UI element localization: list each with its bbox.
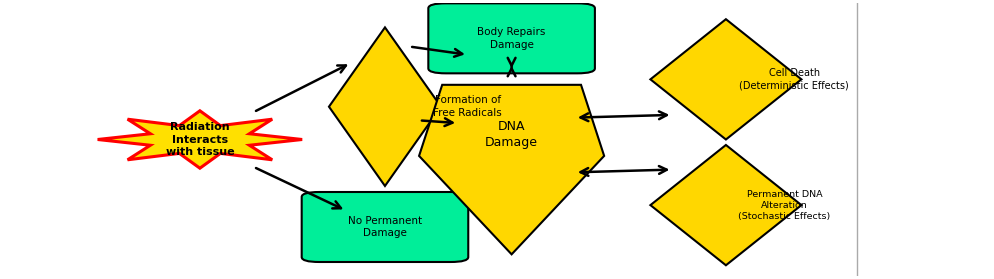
Text: Radiation
Interacts
with tissue: Radiation Interacts with tissue [166, 122, 235, 157]
Polygon shape [650, 145, 801, 265]
Polygon shape [329, 27, 441, 186]
Polygon shape [650, 19, 801, 140]
Text: Cell Death
(Deterministic Effects): Cell Death (Deterministic Effects) [740, 68, 849, 91]
Polygon shape [419, 85, 604, 254]
Text: No Permanent
Damage: No Permanent Damage [348, 216, 422, 238]
Text: DNA
Damage: DNA Damage [485, 119, 538, 148]
Text: Formation of
Free Radicals: Formation of Free Radicals [433, 95, 502, 118]
Text: Permanent DNA
Alteration
(Stochastic Effects): Permanent DNA Alteration (Stochastic Eff… [739, 189, 831, 221]
Text: Body Repairs
Damage: Body Repairs Damage [477, 27, 546, 50]
Polygon shape [97, 111, 302, 168]
FancyBboxPatch shape [428, 3, 594, 73]
FancyBboxPatch shape [302, 192, 468, 262]
